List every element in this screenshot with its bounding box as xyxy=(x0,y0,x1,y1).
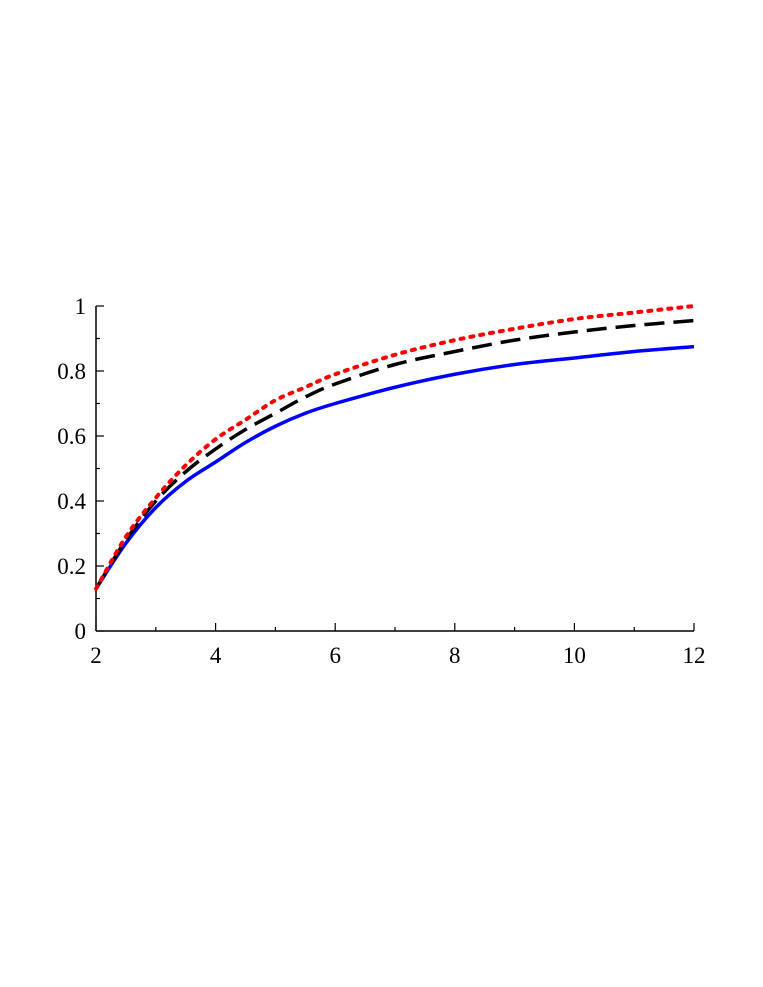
y-tick-label: 0.4 xyxy=(57,489,86,514)
tick-labels: 2 4 6 8 10 12 0 0.2 0.4 0.6 0.8 1 xyxy=(57,294,705,668)
x-tick-label: 6 xyxy=(329,643,341,668)
y-tick-label: 0.6 xyxy=(57,424,86,449)
x-tick-label: 4 xyxy=(210,643,222,668)
y-tick-label: 0.2 xyxy=(57,554,86,579)
y-tick-label: 1 xyxy=(75,294,87,319)
x-tick-label: 12 xyxy=(683,643,706,668)
series-line-dashed xyxy=(94,318,695,590)
x-tick-label: 10 xyxy=(563,643,586,668)
axes xyxy=(95,305,695,632)
x-tick-label: 2 xyxy=(90,643,102,668)
series-line-solid xyxy=(94,344,695,590)
y-tick-label: 0.8 xyxy=(57,359,86,384)
series-line-dotted xyxy=(94,304,696,591)
series-layer xyxy=(94,304,696,591)
x-tick-label: 8 xyxy=(449,643,461,668)
y-tick-label: 0 xyxy=(75,619,87,644)
